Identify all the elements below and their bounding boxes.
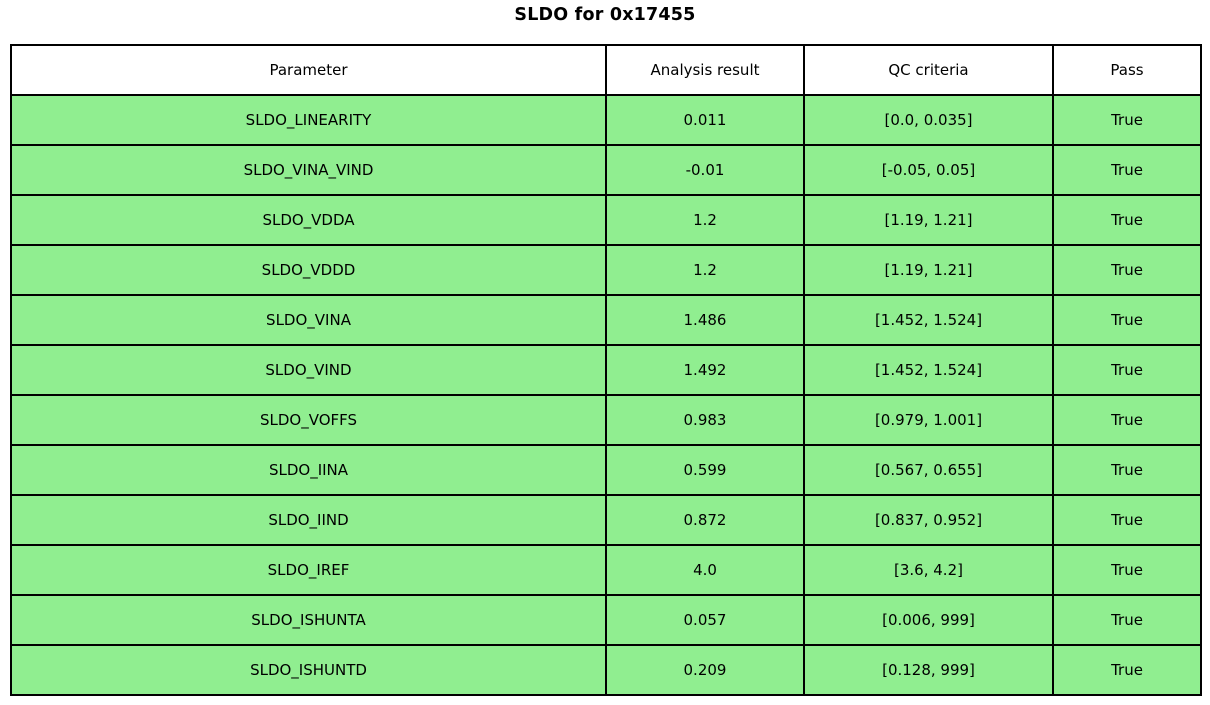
result-cell: 0.872 xyxy=(605,494,805,546)
param-cell: SLDO_LINEARITY xyxy=(10,94,607,146)
header-analysis-result: Analysis result xyxy=(605,44,805,96)
param-cell: SLDO_ISHUNTA xyxy=(10,594,607,646)
result-cell: 1.486 xyxy=(605,294,805,346)
criteria-cell: [3.6, 4.2] xyxy=(803,544,1054,596)
table-row: SLDO_IREF 4.0 [3.6, 4.2] True xyxy=(10,544,1202,596)
result-cell: -0.01 xyxy=(605,144,805,196)
param-cell: SLDO_ISHUNTD xyxy=(10,644,607,696)
table-body: SLDO_LINEARITY 0.011 [0.0, 0.035] True S… xyxy=(10,94,1202,696)
header-parameter: Parameter xyxy=(10,44,607,96)
table-row: SLDO_ISHUNTD 0.209 [0.128, 999] True xyxy=(10,644,1202,696)
result-cell: 0.011 xyxy=(605,94,805,146)
result-cell: 4.0 xyxy=(605,544,805,596)
table-row: SLDO_VINA 1.486 [1.452, 1.524] True xyxy=(10,294,1202,346)
header-row: Parameter Analysis result QC criteria Pa… xyxy=(10,44,1202,96)
qc-results-table: Parameter Analysis result QC criteria Pa… xyxy=(10,44,1202,696)
criteria-cell: [1.19, 1.21] xyxy=(803,194,1054,246)
pass-cell: True xyxy=(1052,344,1202,396)
table-row: SLDO_VDDD 1.2 [1.19, 1.21] True xyxy=(10,244,1202,296)
header-pass: Pass xyxy=(1052,44,1202,96)
criteria-cell: [0.128, 999] xyxy=(803,644,1054,696)
result-cell: 1.2 xyxy=(605,194,805,246)
result-cell: 0.057 xyxy=(605,594,805,646)
table-row: SLDO_IIND 0.872 [0.837, 0.952] True xyxy=(10,494,1202,546)
table-row: SLDO_VIND 1.492 [1.452, 1.524] True xyxy=(10,344,1202,396)
table-row: SLDO_VINA_VIND -0.01 [-0.05, 0.05] True xyxy=(10,144,1202,196)
criteria-cell: [1.19, 1.21] xyxy=(803,244,1054,296)
criteria-cell: [0.979, 1.001] xyxy=(803,394,1054,446)
pass-cell: True xyxy=(1052,294,1202,346)
param-cell: SLDO_IREF xyxy=(10,544,607,596)
result-cell: 1.2 xyxy=(605,244,805,296)
param-cell: SLDO_VDDD xyxy=(10,244,607,296)
page-title: SLDO for 0x17455 xyxy=(514,5,696,25)
pass-cell: True xyxy=(1052,644,1202,696)
table-row: SLDO_IINA 0.599 [0.567, 0.655] True xyxy=(10,444,1202,496)
criteria-cell: [1.452, 1.524] xyxy=(803,344,1054,396)
criteria-cell: [-0.05, 0.05] xyxy=(803,144,1054,196)
table-row: SLDO_VOFFS 0.983 [0.979, 1.001] True xyxy=(10,394,1202,446)
criteria-cell: [0.837, 0.952] xyxy=(803,494,1054,546)
pass-cell: True xyxy=(1052,594,1202,646)
result-cell: 0.209 xyxy=(605,644,805,696)
table-row: SLDO_VDDA 1.2 [1.19, 1.21] True xyxy=(10,194,1202,246)
pass-cell: True xyxy=(1052,244,1202,296)
pass-cell: True xyxy=(1052,144,1202,196)
header-qc-criteria: QC criteria xyxy=(803,44,1054,96)
criteria-cell: [0.567, 0.655] xyxy=(803,444,1054,496)
pass-cell: True xyxy=(1052,494,1202,546)
table-header: Parameter Analysis result QC criteria Pa… xyxy=(10,44,1202,96)
table-row: SLDO_LINEARITY 0.011 [0.0, 0.035] True xyxy=(10,94,1202,146)
param-cell: SLDO_VIND xyxy=(10,344,607,396)
result-cell: 0.983 xyxy=(605,394,805,446)
param-cell: SLDO_VINA xyxy=(10,294,607,346)
param-cell: SLDO_IIND xyxy=(10,494,607,546)
result-cell: 1.492 xyxy=(605,344,805,396)
criteria-cell: [0.0, 0.035] xyxy=(803,94,1054,146)
pass-cell: True xyxy=(1052,444,1202,496)
param-cell: SLDO_VOFFS xyxy=(10,394,607,446)
criteria-cell: [0.006, 999] xyxy=(803,594,1054,646)
param-cell: SLDO_VINA_VIND xyxy=(10,144,607,196)
result-cell: 0.599 xyxy=(605,444,805,496)
pass-cell: True xyxy=(1052,194,1202,246)
pass-cell: True xyxy=(1052,94,1202,146)
param-cell: SLDO_IINA xyxy=(10,444,607,496)
pass-cell: True xyxy=(1052,544,1202,596)
pass-cell: True xyxy=(1052,394,1202,446)
criteria-cell: [1.452, 1.524] xyxy=(803,294,1054,346)
param-cell: SLDO_VDDA xyxy=(10,194,607,246)
table-row: SLDO_ISHUNTA 0.057 [0.006, 999] True xyxy=(10,594,1202,646)
